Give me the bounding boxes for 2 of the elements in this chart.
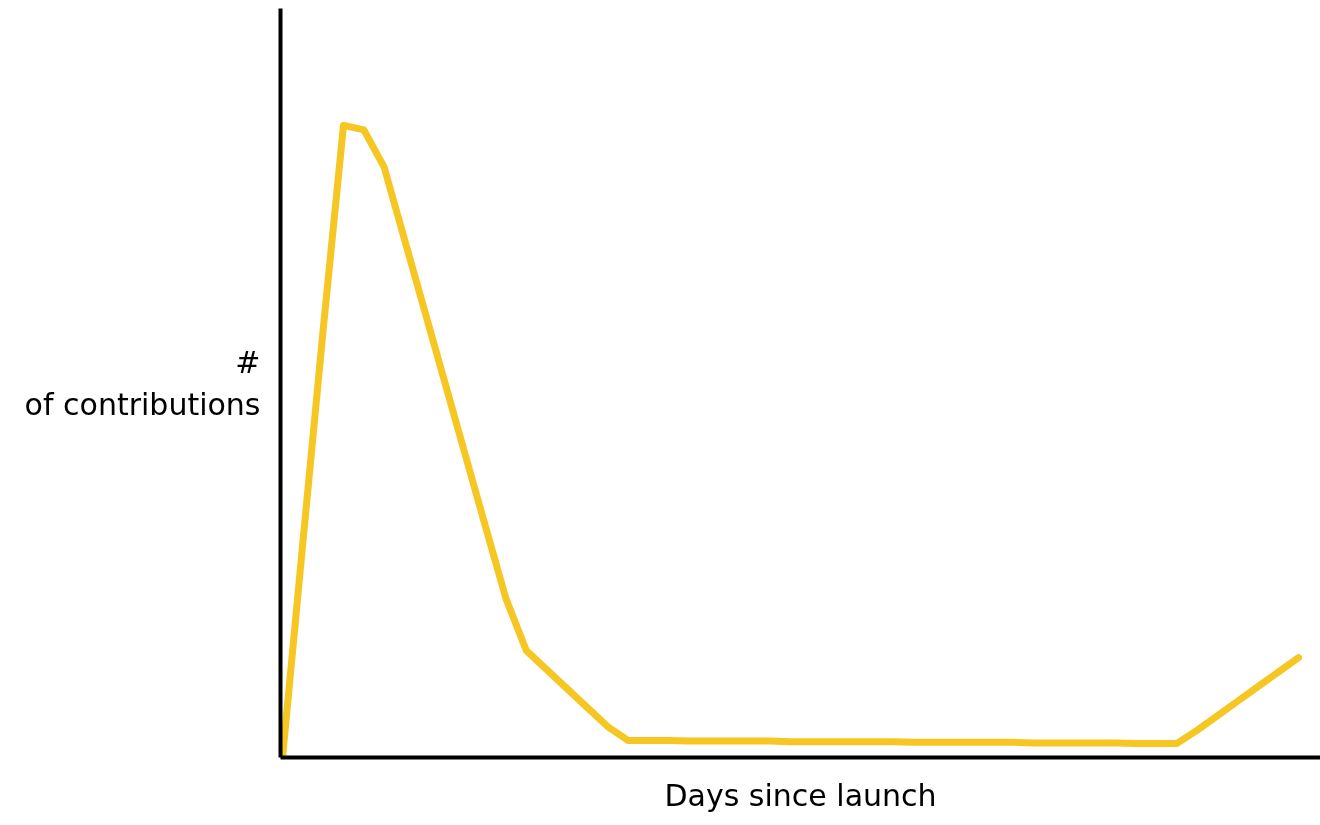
x-axis-title: Days since launch <box>664 777 937 813</box>
y-axis-title: # of contributions <box>24 344 261 422</box>
